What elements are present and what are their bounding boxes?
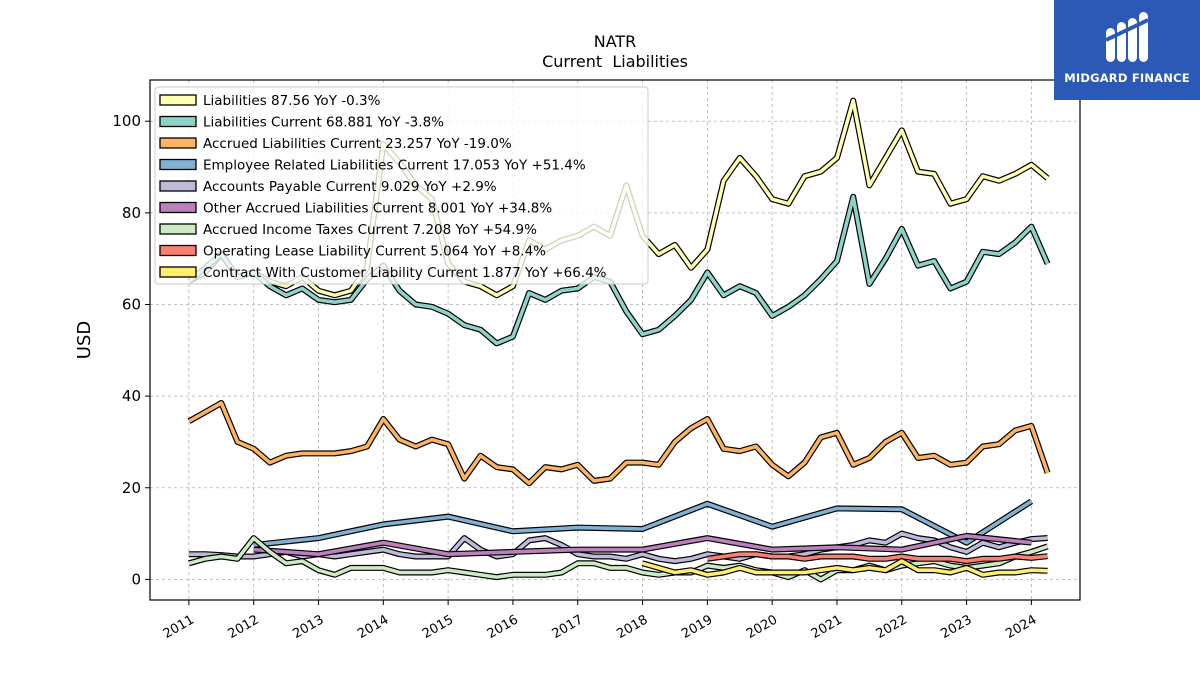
- series-accounts-payable-current: [188, 530, 1048, 565]
- series-contract-with-customer-liability-current: [641, 558, 1048, 578]
- series-line: [253, 534, 1032, 556]
- legend-label: Liabilities 87.56 YoY -0.3%: [203, 93, 381, 109]
- legend-label: Liabilities Current 68.881 YoY -3.8%: [203, 115, 444, 131]
- x-tick-label: 2011: [161, 612, 197, 642]
- y-axis-label: USD: [74, 321, 95, 359]
- legend-swatch: [159, 180, 197, 192]
- x-axis: 2011 2012 2013 2014 2015 2016 2017 2018 2019 2020…: [161, 600, 1039, 642]
- x-tick-label: 2021: [809, 612, 845, 642]
- legend-item: Operating Lease Liability Current 5.064 …: [159, 244, 546, 260]
- x-tick-label: 2024: [1003, 612, 1039, 642]
- legend-swatch: [159, 244, 197, 257]
- series-line: [188, 401, 1050, 485]
- y-tick-label: 40: [122, 387, 141, 405]
- brand-name: MIDGARD FINANCE: [1064, 71, 1190, 85]
- legend-item: Accrued Income Taxes Current 7.208 YoY +…: [159, 222, 537, 238]
- y-tick-label: 80: [122, 204, 141, 222]
- legend-item: Liabilities Current 68.881 YoY -3.8%: [159, 115, 444, 131]
- legend-label: Accrued Liabilities Current 23.257 YoY -…: [203, 136, 512, 152]
- plot-frame: [149, 79, 1081, 601]
- x-tick-label: 2012: [226, 612, 262, 642]
- series-accrued-liabilities-current: [187, 400, 1051, 487]
- chart-title: NATR: [594, 32, 637, 51]
- legend-swatch: [159, 137, 197, 149]
- legend-swatch: [159, 223, 197, 235]
- x-tick-label: 2015: [420, 612, 456, 642]
- series-line: [642, 559, 1048, 577]
- legend-swatch: [159, 158, 197, 171]
- y-tick-label: 20: [122, 479, 141, 497]
- series-liabilities-current: [186, 193, 1051, 347]
- y-tick-label: 60: [122, 295, 141, 313]
- series-employee-related-liabilities-current: [253, 498, 1034, 548]
- legend-item: Other Accrued Liabilities Current 8.001 …: [159, 201, 552, 217]
- legend-label: Contract With Customer Liability Current…: [203, 265, 607, 281]
- legend-label: Other Accrued Liabilities Current 8.001 …: [203, 201, 552, 217]
- legend-label: Accrued Income Taxes Current 7.208 YoY +…: [203, 222, 537, 238]
- legend-item: Contract With Customer Liability Current…: [159, 265, 607, 281]
- x-tick-label: 2022: [874, 612, 910, 642]
- series-operating-lease-liability-current: [706, 551, 1048, 565]
- x-tick-label: 2018: [614, 612, 650, 642]
- x-tick-label: 2014: [355, 612, 391, 642]
- legend-swatch: [159, 115, 197, 128]
- x-tick-label: 2016: [485, 612, 521, 642]
- x-tick-label: 2019: [679, 612, 715, 642]
- brand-logo: MIDGARD FINANCE: [1054, 0, 1200, 100]
- chart-legend: Liabilities 87.56 YoY -0.3% Liabilities C…: [154, 86, 649, 285]
- legend-item: Accounts Payable Current 9.029 YoY +2.9%: [159, 179, 497, 195]
- series-line: [188, 531, 1048, 563]
- x-tick-label: 2023: [938, 612, 974, 642]
- legend-swatch: [159, 201, 197, 214]
- chart-subtitle: Current Liabilities: [542, 52, 688, 71]
- midgard-m-logo-icon: [1105, 12, 1149, 62]
- y-axis: 0 20 40 60 80 100: [112, 112, 150, 588]
- legend-label: Employee Related Liabilities Current 17.…: [203, 158, 586, 174]
- y-tick-label: 100: [112, 112, 141, 130]
- legend-item: Liabilities 87.56 YoY -0.3%: [159, 93, 381, 109]
- x-tick-label: 2020: [744, 612, 780, 642]
- series-line: [707, 552, 1048, 563]
- x-tick-label: 2017: [550, 612, 586, 642]
- legend-label: Operating Lease Liability Current 5.064 …: [203, 244, 546, 260]
- legend-swatch: [159, 94, 197, 106]
- legend-box: [154, 86, 649, 285]
- series-layer: [186, 97, 1051, 583]
- series-line: [187, 195, 1050, 346]
- legend-item: Accrued Liabilities Current 23.257 YoY -…: [159, 136, 512, 152]
- legend-label: Accounts Payable Current 9.029 YoY +2.9%: [203, 179, 497, 195]
- legend-item: Employee Related Liabilities Current 17.…: [159, 158, 586, 174]
- series-other-accrued-liabilities-current: [253, 532, 1032, 558]
- series-line: [253, 499, 1033, 547]
- x-tick-label: 2013: [290, 612, 326, 642]
- legend-swatch: [159, 266, 197, 278]
- y-tick-label: 0: [131, 570, 141, 588]
